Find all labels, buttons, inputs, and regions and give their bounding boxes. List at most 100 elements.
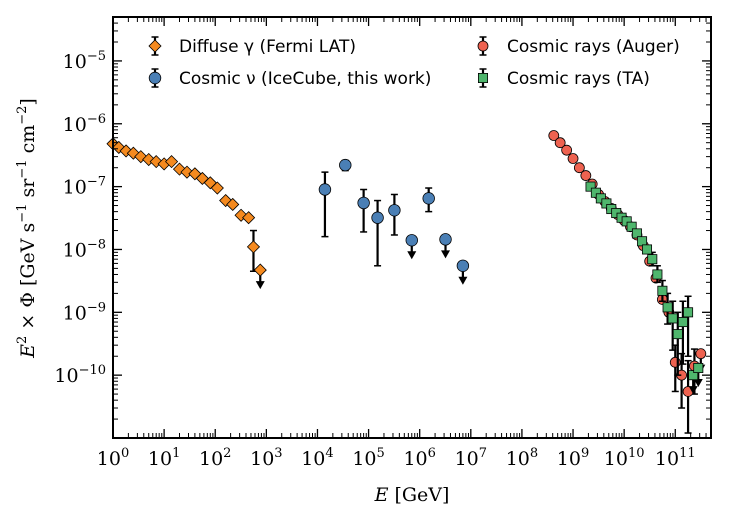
data-point-s0-p19 [246,240,261,254]
x-tick-label: 1011 [655,446,696,470]
upper-limit-s1-p7-head [441,250,451,259]
data-point-s0-p20 [253,263,267,277]
data-point-s3-p18 [677,317,688,328]
x-axis-title: E [GeV] [374,484,450,506]
data-point-s3-p13 [652,269,663,280]
data-point-s0-p14 [210,181,224,195]
data-point-s1-p0 [318,183,332,196]
upper-limit-s3-p20-head [688,386,698,395]
data-point-s3-p20 [688,370,699,381]
data-point-s3-p15 [662,302,673,313]
x-tick-label-base: 10 [655,448,679,470]
data-point-s0-p8 [165,155,179,169]
y-tick-label: 10−6 [63,112,106,136]
x-tick-label-base: 10 [250,448,274,470]
data-point-s2-p0 [548,130,560,141]
y-tick-label: 10−5 [63,49,106,73]
x-tick-label-exp: 5 [377,446,385,461]
y-axis-title: E2 × Φ [GeV s−1 sr−1 cm−2] [15,98,39,359]
x-tick-label-base: 10 [455,448,479,470]
x-tick-label-exp: 4 [325,446,333,461]
y-tick-label-base: 10 [63,239,87,261]
x-tick-label-base: 10 [352,448,376,470]
upper-limit-s1-p8-head [458,276,468,285]
y-axis-title-exp3: −2 [15,106,30,125]
data-point-s1-p2 [357,196,370,210]
x-tick-label-exp: 3 [274,446,282,461]
x-tick-label-exp: 11 [679,446,696,461]
y-axis-title-phi: × Φ [17,286,39,336]
x-tick-label: 101 [148,446,180,470]
x-tick-label: 107 [455,446,487,470]
y-tick-label-base: 10 [63,114,87,136]
x-tick-label-base: 10 [557,448,581,470]
x-tick-label: 1010 [604,446,645,470]
x-tick-label-base: 10 [148,448,172,470]
data-point-s3-p19 [683,307,694,318]
y-tick-label-exp: −9 [87,300,106,315]
series-0 [106,137,267,290]
upper-limit-s1-p5-head [407,251,417,260]
data-point-s3-p9 [631,228,642,239]
x-axis-title-symbol: E [374,484,389,506]
y-tick-label-base: 10 [63,51,87,73]
x-tick-label-base: 10 [301,448,325,470]
data-point-s1-p5 [405,234,418,247]
legend-marker-1 [148,71,162,85]
y-tick-label-exp: −7 [87,175,106,190]
series-3 [585,181,704,395]
y-tick-label: 10−9 [63,300,106,324]
upper-limit-s3-p21-head [693,378,703,387]
data-point-s2-p3 [567,153,579,164]
y-tick-label-base: 10 [63,302,87,324]
data-point-s2-p4 [573,162,585,174]
x-tick-label-base: 10 [199,448,223,470]
x-tick-label: 105 [352,446,384,470]
y-axis-title-unit-open: [GeV s [17,223,39,286]
x-tick-label: 103 [250,446,282,470]
data-point-s0-p16 [226,197,240,212]
legend: Diffuse γ (Fermi LAT) Cosmic ν (IceCube,… [148,36,680,89]
y-tick-label-base: 10 [54,365,78,387]
x-tick-label-base: 10 [604,448,628,470]
legend-markers [148,36,489,88]
upper-limit-s0-p20-head [255,281,265,290]
x-tick-label-base: 10 [97,448,121,470]
x-tick-label-exp: 7 [479,446,487,461]
data-point-s3-p8 [626,221,637,232]
y-tick-label-base: 10 [63,177,87,199]
x-tick-label-exp: 0 [121,446,129,461]
x-tick-label: 100 [97,446,129,470]
data-point-s0-p2 [119,144,133,158]
y-tick-label-exp: −6 [87,112,106,127]
data-point-s1-p4 [388,204,401,217]
y-tick-label-exp: −8 [87,237,106,252]
legend-marker-3 [477,73,488,84]
legend-marker-2 [477,40,489,52]
legend-label-fermi: Diffuse γ (Fermi LAT) [179,37,356,57]
data-point-s3-p21 [693,362,704,373]
x-tick-label-exp: 2 [223,446,231,461]
legend-label-ta: Cosmic rays (TA) [507,69,650,89]
legend-label-icecube: Cosmic ν (IceCube, this work) [179,69,431,89]
y-axis-title-exp1: −1 [15,204,30,223]
x-tick-label-base: 10 [403,448,427,470]
series-1 [318,158,470,285]
x-axis-title-unit: [GeV] [394,484,449,506]
data-point-s2-p2 [561,144,573,156]
y-tick-label: 10−8 [63,237,106,261]
data-point-s2-p23 [695,348,707,360]
data-point-s1-p6 [422,192,435,205]
data-point-s3-p12 [647,254,658,265]
data-point-s3-p11 [642,244,653,255]
data-point-s2-p1 [554,137,566,149]
legend-label-auger: Cosmic rays (Auger) [507,37,680,57]
x-tick-label-exp: 1 [172,446,180,461]
x-tick-label: 102 [199,446,231,470]
data-point-s3-p0 [585,181,596,192]
data-point-s1-p7 [439,233,452,246]
y-tick-label-exp: −5 [87,49,106,64]
x-tick-label: 108 [506,446,538,470]
y-tick-label: 10−10 [54,363,106,387]
x-tick-label-exp: 9 [581,446,589,461]
